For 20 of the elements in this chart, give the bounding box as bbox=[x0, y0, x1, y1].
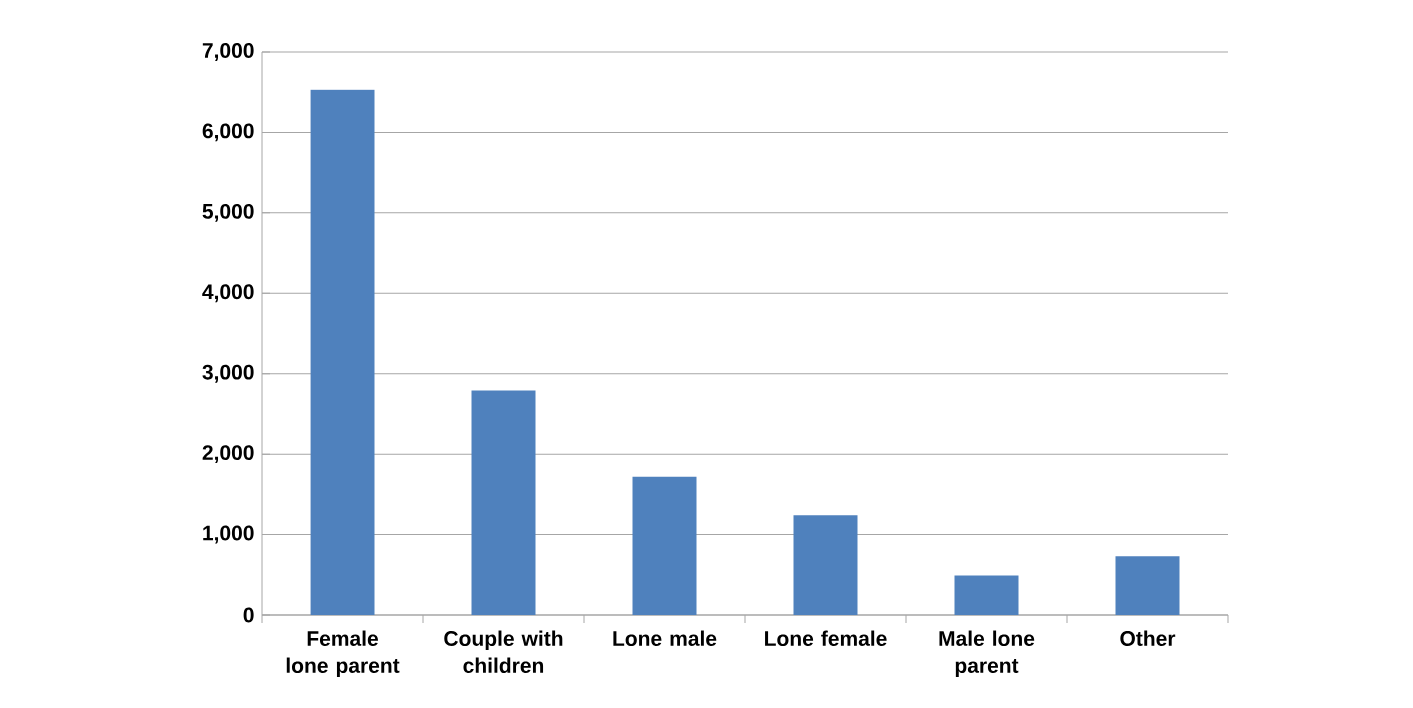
y-tick-label: 2,000 bbox=[202, 445, 254, 464]
bar bbox=[793, 515, 858, 615]
x-tick-label: Couple with children bbox=[444, 630, 563, 673]
y-tick-label: 4,000 bbox=[202, 284, 254, 303]
y-tick-label: 7,000 bbox=[202, 43, 254, 61]
bar bbox=[310, 89, 375, 615]
x-tick-label: Lone female bbox=[765, 630, 887, 646]
bar bbox=[632, 476, 697, 615]
y-tick-label: 5,000 bbox=[202, 203, 254, 222]
x-tick-label: Female lone parent bbox=[286, 630, 400, 678]
bar bbox=[954, 575, 1019, 615]
x-tick-label: Male lone parent bbox=[939, 630, 1035, 678]
y-tick-label: 3,000 bbox=[202, 364, 254, 383]
bar bbox=[471, 390, 536, 615]
x-tick-label: Other bbox=[1120, 630, 1176, 646]
bar bbox=[1115, 556, 1180, 615]
y-tick-label: 1,000 bbox=[203, 525, 254, 544]
y-tick-label: 6,000 bbox=[202, 123, 254, 142]
y-tick-label: 0 bbox=[243, 607, 254, 623]
x-tick-label: Lone male bbox=[613, 630, 717, 646]
